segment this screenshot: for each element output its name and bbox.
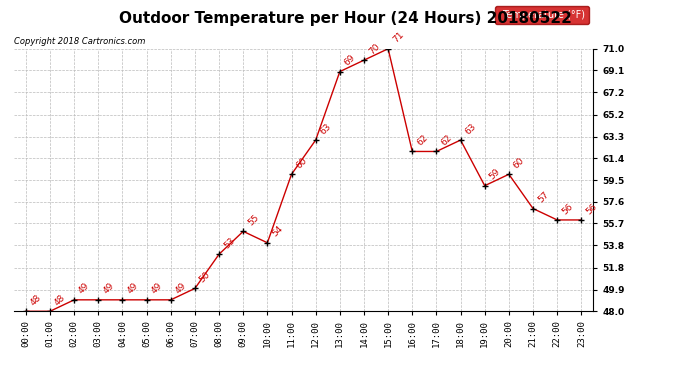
Text: 50: 50: [198, 270, 213, 284]
Text: Outdoor Temperature per Hour (24 Hours) 20180522: Outdoor Temperature per Hour (24 Hours) …: [119, 11, 571, 26]
Text: 62: 62: [440, 133, 454, 147]
Text: 70: 70: [367, 42, 382, 56]
Text: 63: 63: [464, 122, 478, 136]
Text: 55: 55: [246, 213, 261, 227]
Text: Copyright 2018 Cartronics.com: Copyright 2018 Cartronics.com: [14, 38, 145, 46]
Text: 56: 56: [584, 201, 599, 216]
Text: 54: 54: [270, 224, 285, 239]
Text: 71: 71: [391, 30, 406, 45]
Text: 49: 49: [126, 281, 140, 296]
Text: 49: 49: [174, 281, 188, 296]
Text: 56: 56: [560, 201, 575, 216]
Text: 49: 49: [77, 281, 92, 296]
Text: 57: 57: [536, 190, 551, 204]
Text: 63: 63: [319, 122, 333, 136]
Text: 60: 60: [512, 156, 526, 170]
Text: 59: 59: [488, 167, 502, 182]
Legend: Temperature (°F): Temperature (°F): [495, 6, 589, 24]
Text: 60: 60: [295, 156, 309, 170]
Text: 48: 48: [29, 293, 43, 307]
Text: 49: 49: [150, 281, 164, 296]
Text: 49: 49: [101, 281, 116, 296]
Text: 53: 53: [222, 236, 237, 250]
Text: 62: 62: [415, 133, 430, 147]
Text: 48: 48: [53, 293, 68, 307]
Text: 69: 69: [343, 53, 357, 68]
